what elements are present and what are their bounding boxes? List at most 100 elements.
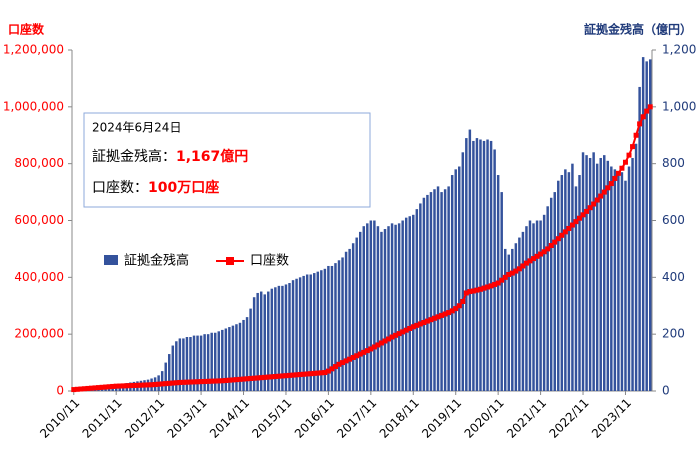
bar bbox=[196, 335, 199, 391]
legend-label: 口座数 bbox=[250, 254, 289, 269]
marker bbox=[237, 376, 243, 382]
marker bbox=[502, 274, 508, 280]
bar bbox=[309, 274, 312, 391]
bar bbox=[401, 220, 404, 391]
bar bbox=[429, 192, 433, 391]
marker bbox=[318, 370, 324, 376]
bar bbox=[613, 169, 617, 391]
marker bbox=[205, 378, 211, 384]
annotation-balance: 証拠金残高：1,167億円 bbox=[92, 148, 248, 165]
bar bbox=[199, 335, 203, 391]
bar bbox=[394, 224, 397, 391]
x-tick-label: 2017/11 bbox=[334, 396, 379, 441]
marker bbox=[541, 249, 547, 255]
marker bbox=[124, 383, 130, 389]
marker bbox=[371, 344, 377, 350]
annotation-value: 100万口座 bbox=[148, 179, 219, 196]
marker bbox=[633, 132, 639, 138]
marker bbox=[573, 219, 579, 225]
annotation-accounts: 口座数：100万口座 bbox=[92, 179, 219, 196]
bar bbox=[408, 216, 411, 391]
legend-swatch bbox=[104, 255, 118, 265]
marker bbox=[255, 375, 261, 381]
marker bbox=[407, 325, 413, 331]
marker bbox=[78, 386, 84, 392]
bar bbox=[631, 157, 634, 391]
bar bbox=[397, 223, 401, 391]
marker bbox=[149, 382, 155, 388]
legend-swatch bbox=[226, 257, 234, 265]
marker bbox=[244, 376, 250, 382]
marker bbox=[106, 384, 112, 390]
marker bbox=[421, 320, 427, 326]
y2-tick-label: 800 bbox=[662, 156, 685, 170]
marker bbox=[131, 382, 137, 388]
bar bbox=[585, 155, 588, 391]
bar bbox=[560, 175, 564, 391]
marker bbox=[584, 208, 590, 214]
bar bbox=[221, 329, 224, 391]
y-tick-label: 600,000 bbox=[14, 213, 64, 227]
bar bbox=[624, 180, 627, 391]
annotation-box bbox=[83, 112, 371, 208]
marker bbox=[127, 383, 133, 389]
bar bbox=[404, 217, 408, 391]
marker bbox=[410, 324, 416, 330]
bar bbox=[274, 287, 277, 391]
bar bbox=[468, 129, 472, 392]
bar bbox=[419, 203, 422, 391]
marker bbox=[170, 380, 176, 386]
bar bbox=[295, 278, 298, 391]
bar bbox=[617, 175, 620, 391]
marker bbox=[233, 377, 239, 383]
bar bbox=[351, 243, 355, 391]
bar bbox=[185, 337, 189, 391]
marker bbox=[477, 286, 483, 292]
bar bbox=[380, 231, 383, 391]
marker bbox=[442, 311, 448, 317]
bar bbox=[493, 149, 496, 391]
marker bbox=[195, 379, 201, 385]
marker bbox=[612, 175, 618, 181]
bar bbox=[277, 285, 281, 391]
bar bbox=[571, 163, 574, 391]
x-tick-label: 2019/11 bbox=[419, 396, 464, 441]
bar bbox=[362, 226, 366, 391]
marker bbox=[637, 121, 643, 127]
bar bbox=[369, 220, 373, 391]
y2-tick-label: 400 bbox=[662, 270, 685, 284]
marker bbox=[350, 354, 356, 360]
marker bbox=[241, 376, 247, 382]
marker bbox=[375, 342, 381, 348]
x-tick-label: 2012/11 bbox=[122, 396, 167, 441]
bar bbox=[482, 140, 486, 391]
bar bbox=[525, 226, 528, 391]
bar bbox=[390, 223, 394, 391]
marker bbox=[467, 289, 473, 295]
bar bbox=[443, 189, 447, 391]
marker bbox=[187, 379, 193, 385]
bar bbox=[588, 157, 592, 391]
x-tick-label: 2022/11 bbox=[546, 396, 591, 441]
marker bbox=[325, 368, 331, 374]
annotation-label: 証拠金残高： bbox=[92, 148, 176, 165]
bar bbox=[574, 186, 578, 391]
bar bbox=[433, 189, 436, 391]
annotation-label: 口座数： bbox=[92, 180, 148, 196]
bar bbox=[178, 338, 182, 391]
bar bbox=[606, 160, 610, 391]
marker bbox=[315, 370, 321, 376]
bar bbox=[479, 139, 482, 391]
y-tick-label: 800,000 bbox=[14, 156, 64, 170]
bar bbox=[252, 297, 256, 391]
marker bbox=[439, 312, 445, 318]
marker bbox=[88, 385, 94, 391]
marker bbox=[272, 374, 278, 380]
bar bbox=[298, 277, 302, 391]
marker bbox=[251, 375, 257, 381]
bar bbox=[507, 254, 511, 391]
marker bbox=[212, 378, 218, 384]
marker bbox=[626, 152, 632, 158]
bar bbox=[203, 334, 206, 391]
